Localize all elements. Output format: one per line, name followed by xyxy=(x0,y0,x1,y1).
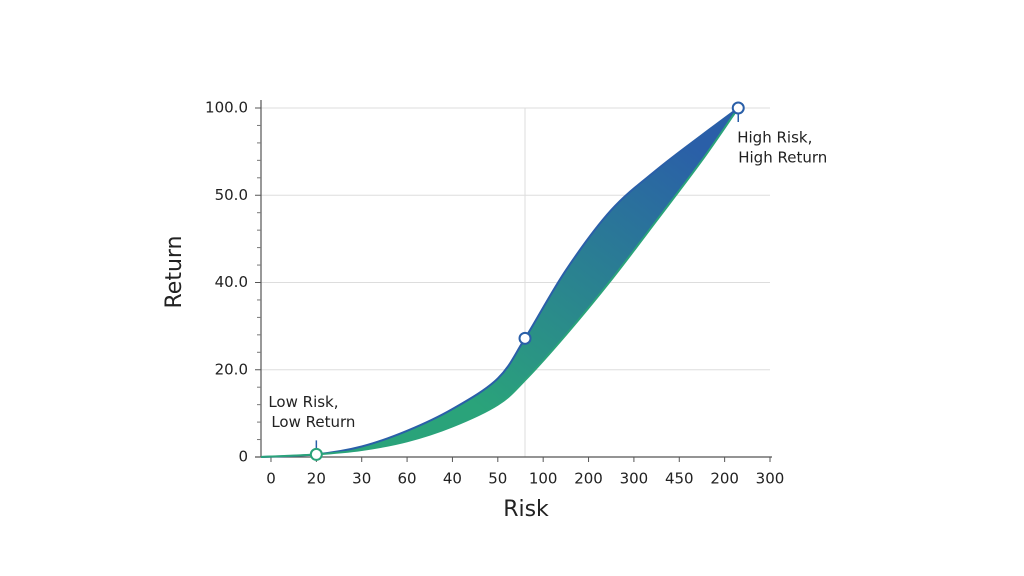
band-area xyxy=(261,108,739,457)
x-tick-label: 200 xyxy=(574,470,603,488)
y-tick-label: 20.0 xyxy=(215,360,248,378)
x-tick-label: 20 xyxy=(307,470,326,488)
x-tick-label: 30 xyxy=(352,470,371,488)
annotation: High Return xyxy=(738,149,827,167)
x-tick-label: 40 xyxy=(443,470,462,488)
lower-line xyxy=(260,107,740,458)
y-tick-label: 0 xyxy=(238,448,248,466)
x-tick-label: 450 xyxy=(665,470,694,488)
x-tick-label: 50 xyxy=(488,470,507,488)
y-axis-title: Return xyxy=(162,235,187,308)
x-axis-title: Risk xyxy=(503,497,549,522)
point xyxy=(731,101,745,115)
point xyxy=(309,447,323,461)
annotation: High Risk, xyxy=(737,129,812,147)
x-tick-label: 300 xyxy=(756,470,785,488)
x-tick-label: 200 xyxy=(710,470,739,488)
annotation: Low Return xyxy=(271,413,355,431)
upper-line xyxy=(260,107,739,458)
x-tick-label: 100 xyxy=(529,470,558,488)
grid xyxy=(261,107,770,457)
x-tick-label: 300 xyxy=(620,470,649,488)
x-tick-label: 0 xyxy=(266,470,276,488)
y-tick-label: 40.0 xyxy=(215,273,248,291)
y-tick-label: 100.0 xyxy=(205,99,248,117)
x-tick-label: 60 xyxy=(398,470,417,488)
point xyxy=(518,331,532,345)
annotation: Low Risk, xyxy=(268,393,338,411)
y-tick-label: 50.0 xyxy=(215,186,248,204)
